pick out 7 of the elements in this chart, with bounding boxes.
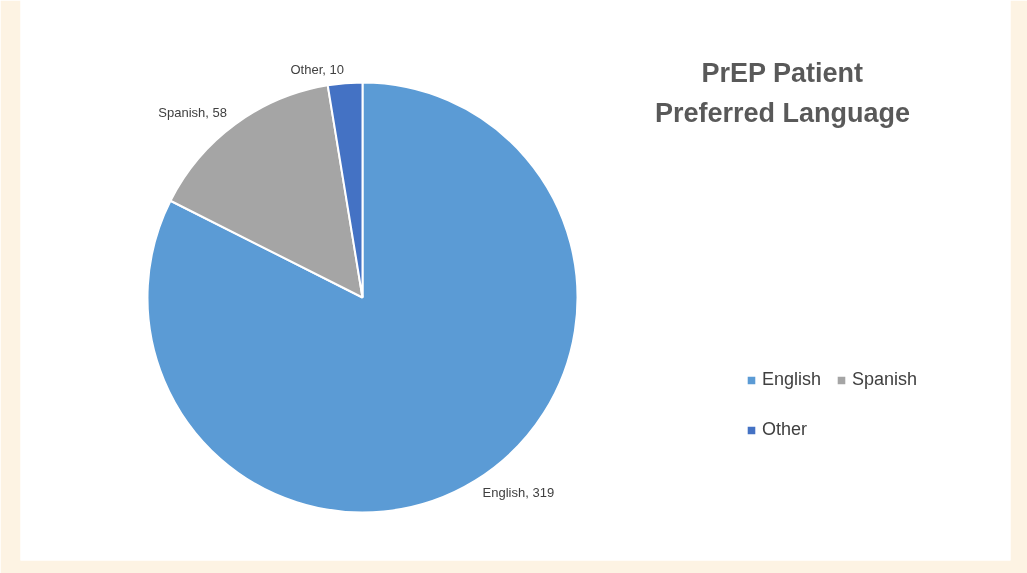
text: PrEP Patient Preferred Language [654,57,911,128]
legend-label: Other [762,419,808,440]
data-label: Other, 10 [290,61,344,77]
data-label: Spanish, 58 [158,105,228,121]
legend-label: Spanish [852,369,918,390]
data-label: English, 319 [482,484,555,500]
legend-label: English [762,369,822,390]
